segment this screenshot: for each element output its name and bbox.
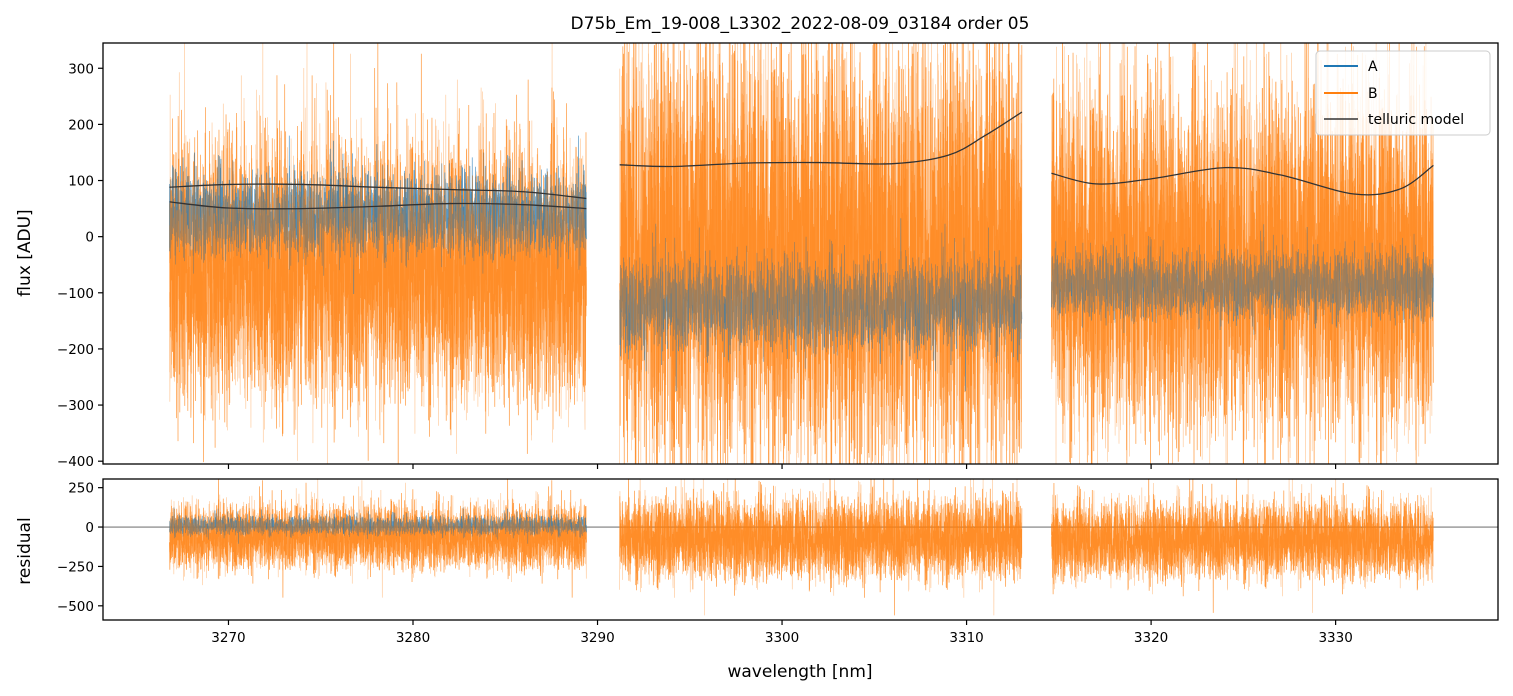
- residual-xtick-label: 3330: [1318, 630, 1352, 646]
- main-ytick-label: −400: [57, 454, 94, 470]
- legend-label-telluric: telluric model: [1368, 112, 1464, 128]
- main-ytick-label: 200: [68, 117, 94, 133]
- residual-series-b-overlay-segment-1: [169, 479, 587, 598]
- main-series-a-segment-1: [169, 135, 587, 295]
- residual-ytick-label: 250: [68, 481, 94, 497]
- main-ytick-label: 300: [68, 61, 94, 77]
- main-series-a-segment-2: [619, 218, 1023, 392]
- xlabel: wavelength [nm]: [727, 662, 872, 682]
- legend: A B telluric model: [1315, 50, 1491, 136]
- residual-xtick-label: 3290: [580, 630, 614, 646]
- residual-axes: 250 0 −250 −500 3270 3280 3290 3300 3310 3320 3330: [57, 481, 1353, 646]
- main-ytick-label: −300: [57, 398, 94, 414]
- residual-plot-area: [103, 479, 1498, 616]
- residual-series-b-overlay-segment-3: [1051, 479, 1434, 613]
- telluric-model-curve-3: [619, 111, 1023, 168]
- main-series-b-overlay-segment-1: [169, 43, 587, 464]
- telluric-model-curve-1: [169, 183, 587, 200]
- main-series-b-overlay-segment-3: [1051, 43, 1434, 464]
- residual-xtick-label: 3280: [396, 630, 430, 646]
- residual-ytick-label: 0: [85, 520, 94, 536]
- residual-xtick-label: 3270: [211, 630, 245, 646]
- main-axes: 300 200 100 0 −100 −200 −300 −400: [57, 61, 1337, 470]
- residual-series-a-segment-1: [169, 507, 587, 544]
- main-ytick-label: −200: [57, 342, 94, 358]
- main-ytick-label: 0: [85, 230, 94, 246]
- residual-ytick-label: −250: [57, 559, 94, 575]
- residual-xtick-label: 3300: [765, 630, 799, 646]
- main-axes-frame: [102, 42, 1499, 465]
- legend-box: [1315, 50, 1491, 136]
- main-ytick-label: −100: [57, 286, 94, 302]
- residual-xtick-label: 3320: [1134, 630, 1168, 646]
- residual-xtick-label: 3310: [949, 630, 983, 646]
- main-series-a-segment-3: [1051, 219, 1434, 350]
- residual-series-b-segment-2: [619, 479, 1023, 616]
- residual-axes-frame: [102, 478, 1499, 621]
- residual-ytick-label: −500: [57, 599, 94, 615]
- main-ylabel: flux [ADU]: [15, 209, 35, 296]
- residual-series-b-overlay-segment-2: [619, 479, 1023, 616]
- residual-series-b-segment-3: [1051, 479, 1434, 613]
- chart-title: D75b_Em_19-008_L3302_2022-08-09_03184 or…: [571, 14, 1030, 34]
- main-plot-area: [169, 43, 1434, 464]
- residual-series-b-segment-1: [169, 479, 587, 598]
- main-series-b-overlay-segment-2: [619, 43, 1023, 464]
- legend-label-a: A: [1368, 59, 1378, 75]
- telluric-model-curve-4: [1051, 164, 1434, 196]
- main-ytick-label: 100: [68, 174, 94, 190]
- residual-ylabel: residual: [15, 517, 35, 584]
- legend-label-b: B: [1368, 86, 1378, 102]
- telluric-model-curve-2: [169, 201, 587, 210]
